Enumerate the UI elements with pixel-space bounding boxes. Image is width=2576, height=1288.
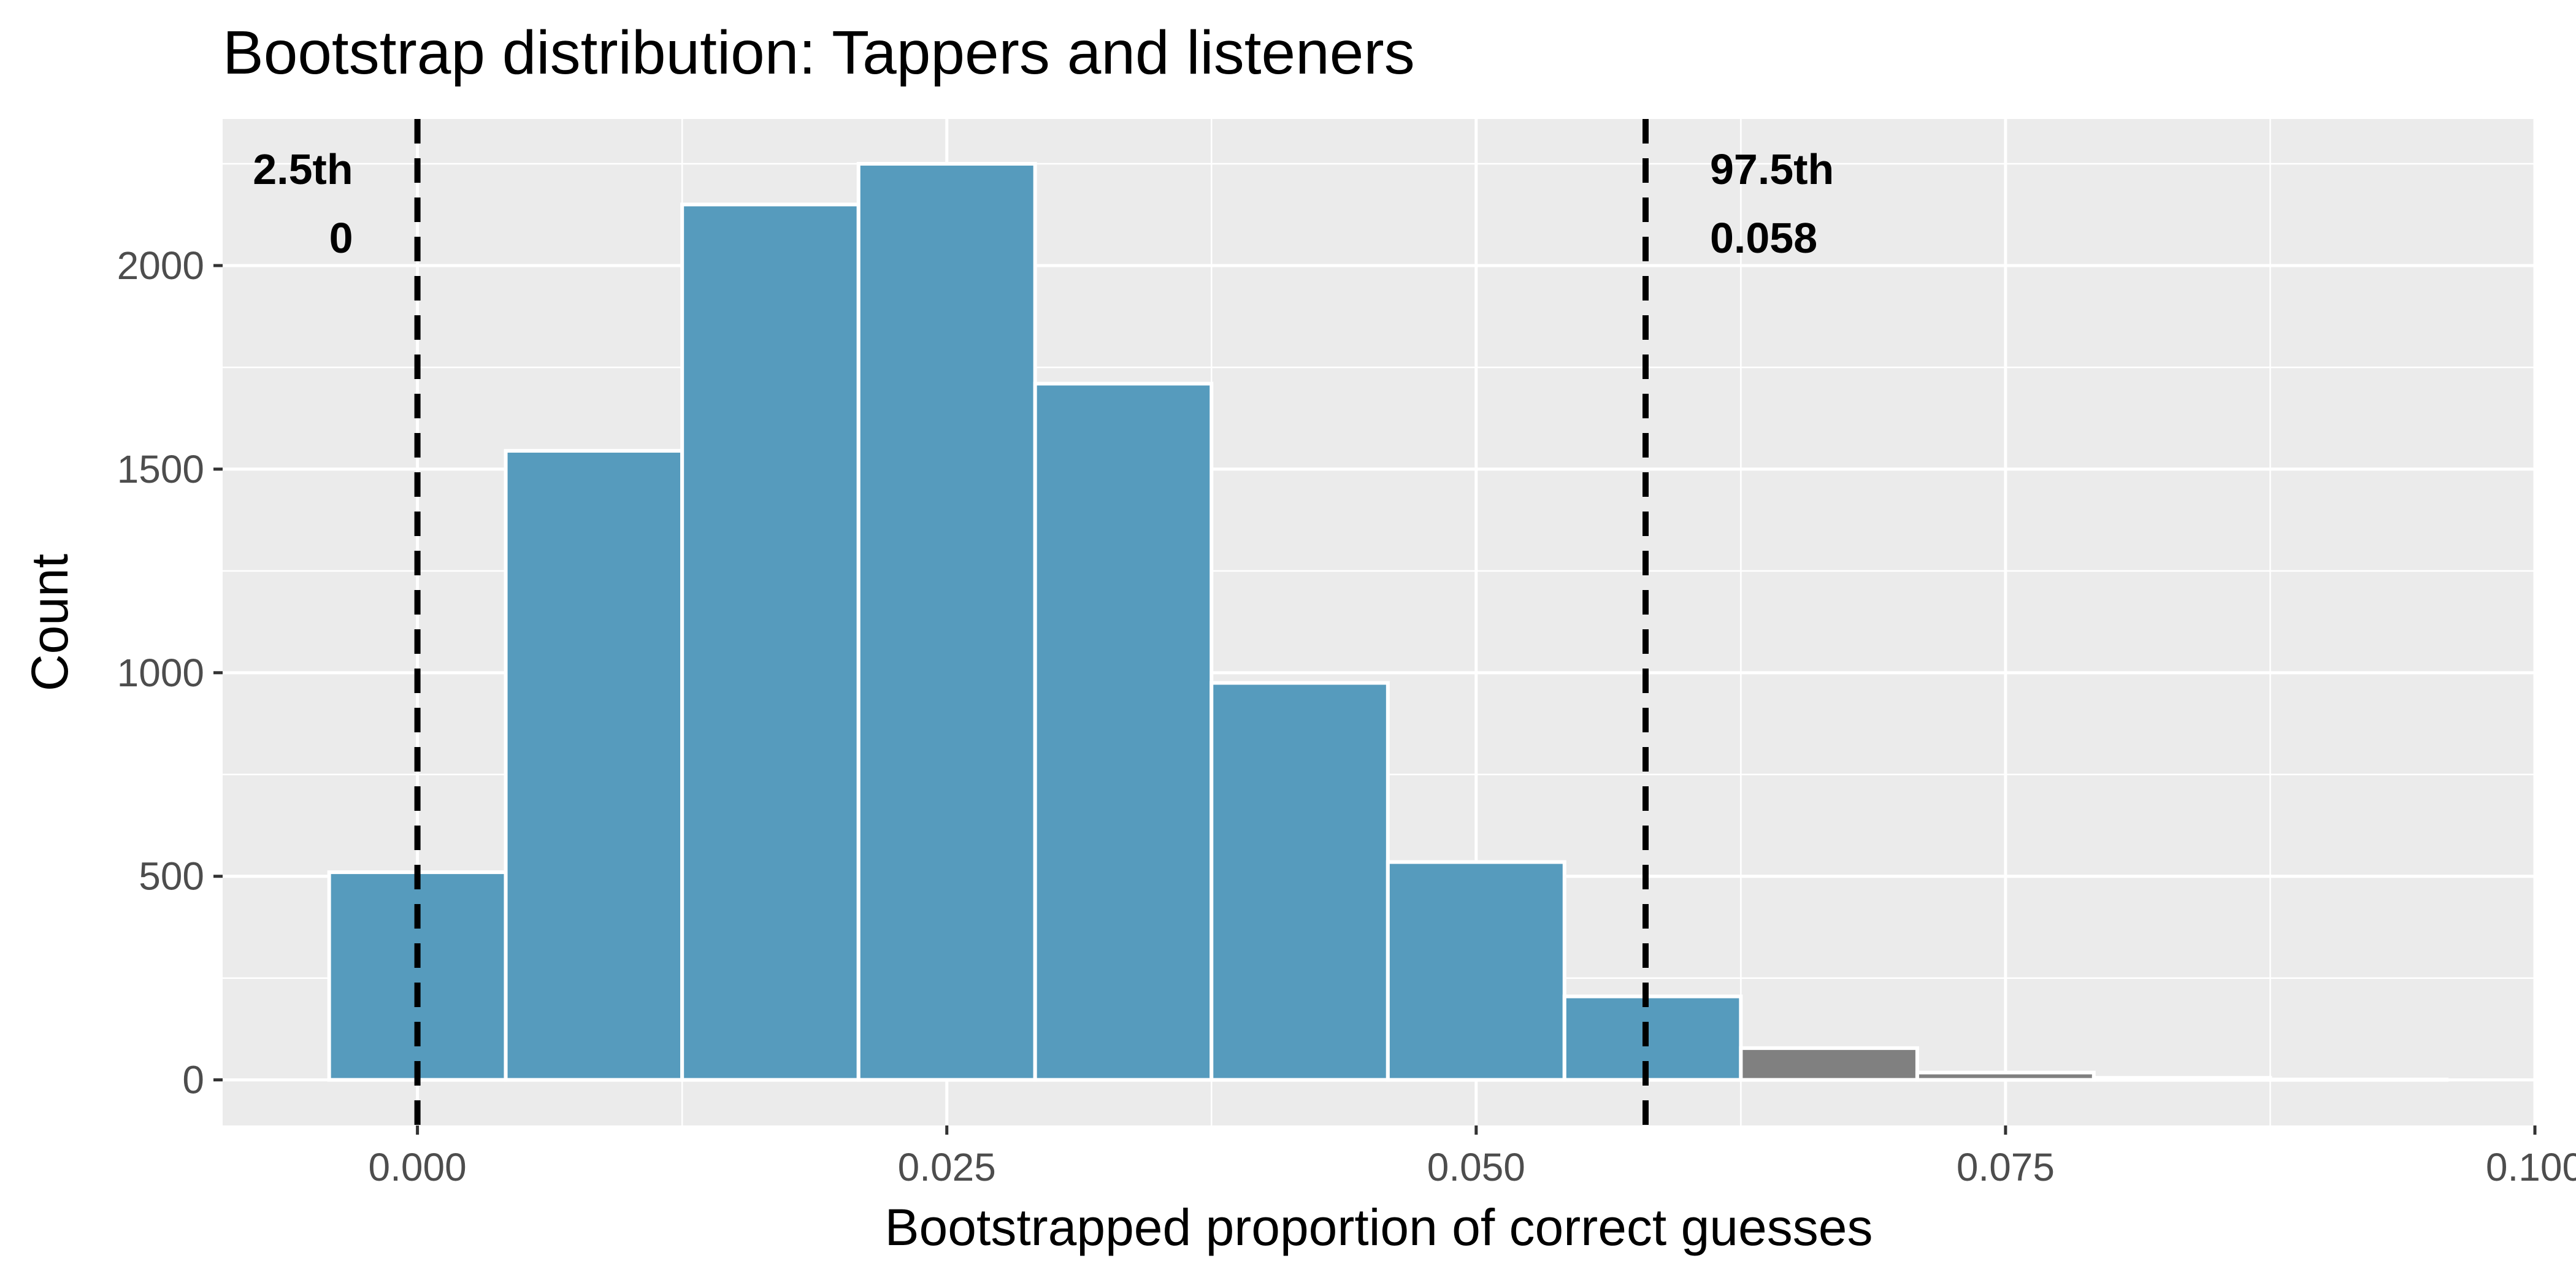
percentile-value: 0.058 xyxy=(1710,214,1817,262)
x-axis: 0.000 0.025 0.050 0.075 0.100 xyxy=(369,1125,2576,1189)
chart-title: Bootstrap distribution: Tappers and list… xyxy=(223,18,1415,87)
histogram-bar xyxy=(327,870,508,1082)
y-axis-title: Count xyxy=(21,554,79,691)
y-tick-label: 1000 xyxy=(117,651,204,695)
percentile-value: 0 xyxy=(329,214,353,262)
histogram-bar xyxy=(1386,860,1566,1082)
histogram-bar xyxy=(1209,681,1390,1082)
histogram-bars xyxy=(327,162,2449,1082)
x-tick-label: 0.000 xyxy=(369,1145,467,1189)
percentile-label: 2.5th xyxy=(253,145,353,193)
x-tick-label: 0.050 xyxy=(1427,1145,1525,1189)
histogram-bar xyxy=(1739,1046,1919,1082)
y-tick-label: 1500 xyxy=(117,447,204,491)
x-tick-label: 0.100 xyxy=(2486,1145,2576,1189)
histogram-bar xyxy=(1033,381,1214,1082)
x-tick-label: 0.025 xyxy=(898,1145,996,1189)
y-axis: 0 500 1000 1500 2000 xyxy=(117,243,223,1102)
histogram-bar xyxy=(680,202,861,1082)
histogram-bar xyxy=(2091,1076,2272,1082)
y-tick-label: 0 xyxy=(182,1058,204,1102)
x-axis-title: Bootstrapped proportion of correct guess… xyxy=(885,1198,1873,1256)
histogram-bar xyxy=(1915,1070,2096,1082)
histogram-bar xyxy=(1562,994,1743,1082)
percentile-annotations: 2.5th 0 97.5th 0.058 xyxy=(253,145,1834,262)
percentile-label: 97.5th xyxy=(1710,145,1834,193)
histogram-bar xyxy=(504,449,684,1082)
x-tick-label: 0.075 xyxy=(1957,1145,2055,1189)
histogram-bar xyxy=(2268,1077,2449,1082)
percentile-lines xyxy=(414,119,1649,1125)
y-tick-label: 500 xyxy=(139,854,204,899)
histogram-bar xyxy=(856,162,1037,1082)
y-tick-label: 2000 xyxy=(117,243,204,288)
